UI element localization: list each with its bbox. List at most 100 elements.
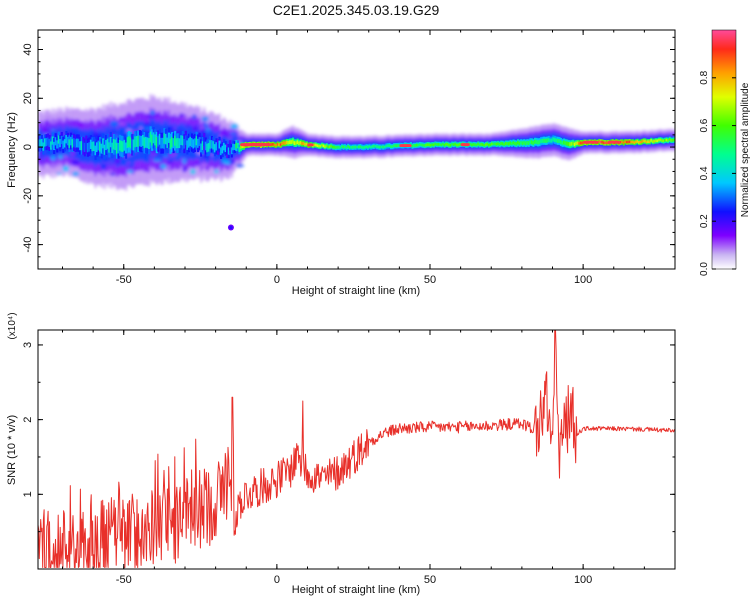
spectrogram-cell — [125, 142, 128, 154]
spectrogram-cell — [371, 145, 374, 148]
spectrogram-blob — [198, 126, 205, 130]
snr-line — [38, 330, 675, 568]
spectrogram-blob — [138, 125, 143, 131]
spectrogram-cell — [425, 143, 428, 147]
spectrogram-cell — [230, 147, 233, 155]
snr-x-tick-label: 100 — [574, 574, 592, 586]
spectrogram-cell — [480, 142, 483, 146]
spectrogram-cell — [296, 140, 299, 145]
spectrogram-blob — [235, 163, 245, 168]
spectrogram-cell — [380, 145, 383, 149]
spectrogram-cell — [325, 144, 328, 148]
spectrogram-cell — [386, 144, 390, 148]
spectrogram-cell — [368, 145, 371, 148]
spectrogram-cell — [229, 143, 232, 151]
spectrogram-blob — [175, 152, 183, 159]
spectrogram-cell — [388, 144, 391, 147]
spectrogram-cell — [642, 139, 645, 143]
spectrogram-blob — [182, 158, 187, 165]
spectrogram-cell — [186, 140, 189, 150]
spectrogram-cell — [530, 140, 533, 145]
spectrogram-blob — [193, 162, 201, 165]
spectrogram-cell — [154, 134, 157, 146]
spectrogram-cell — [543, 138, 546, 143]
spectrogram-cell — [117, 142, 120, 154]
spectrogram-cell — [123, 139, 126, 151]
spectrogram-cell — [556, 138, 560, 143]
spectrogram-cell — [242, 144, 246, 149]
spectrogram-cell — [379, 145, 382, 149]
spectrogram-cell — [599, 140, 602, 144]
spectrogram-cell — [667, 139, 670, 142]
spectrogram-cell — [391, 145, 394, 148]
spectrogram-cell — [411, 144, 414, 148]
spectrogram-cell — [515, 142, 518, 146]
spectrogram-cell — [224, 144, 227, 153]
spectrogram-cell — [654, 139, 658, 143]
spectrogram-cell — [60, 135, 63, 145]
spectrogram-blob — [230, 131, 238, 136]
snr-frame — [37, 329, 676, 570]
spectrogram-cell — [668, 138, 671, 141]
colorbar-tick-label: 0.4 — [699, 166, 710, 180]
spectrogram-cell — [443, 143, 446, 147]
spectrogram-cell — [171, 137, 174, 148]
spectrogram-cell — [330, 144, 333, 148]
spectrogram-peak — [583, 140, 599, 144]
spectrogram-cell — [665, 138, 668, 142]
spectrogram-cell — [318, 144, 321, 148]
spectrogram-cell — [233, 144, 236, 151]
colorbar-axis: 0.0 0.2 0.4 0.6 0.8 — [699, 70, 736, 276]
spectrogram-cell — [357, 145, 360, 149]
spectrogram-cell — [634, 140, 638, 144]
spectrogram-cell — [492, 142, 495, 146]
spectrogram-cell — [581, 141, 584, 145]
spectrogram-cell — [59, 138, 62, 148]
spectrogram-cell — [184, 135, 187, 145]
spectrogram-cell — [644, 139, 647, 143]
spectrogram-cell — [146, 137, 149, 149]
spectrogram-cell — [521, 141, 524, 146]
spectrogram-cell — [373, 144, 376, 148]
spectrogram-blob — [77, 121, 83, 127]
spectrogram-cell — [163, 133, 166, 144]
spectrogram-cell — [187, 138, 190, 148]
spectrogram-cell — [108, 142, 111, 153]
spectrogram-cell — [495, 142, 498, 146]
spectrogram-cell — [569, 142, 572, 147]
spectrogram-cell — [363, 145, 367, 149]
spectrogram-cell — [377, 145, 380, 149]
spectrogram-cell — [342, 145, 345, 149]
spectrogram-cell — [200, 143, 203, 153]
spectrogram-cell — [239, 144, 243, 150]
spectrogram-cell — [331, 145, 334, 149]
spectrogram-cell — [152, 132, 155, 144]
spectrogram-cell — [576, 141, 579, 145]
spectrogram-x-tick-label: 0 — [274, 274, 280, 286]
spectrogram-cell — [553, 137, 556, 142]
spectrogram-x-tick-label: 50 — [424, 274, 436, 286]
spectrogram-cell — [77, 138, 80, 148]
spectrogram-cell — [579, 141, 582, 145]
spectrogram-cell — [501, 142, 504, 146]
spectrogram-cell — [354, 145, 357, 149]
spectrogram-cell — [671, 138, 674, 142]
spectrogram-cell — [419, 143, 422, 146]
spectrogram-cell — [549, 138, 552, 143]
spectrogram-cell — [602, 141, 605, 145]
spectrogram-cell — [438, 143, 442, 146]
spectrogram-cell — [51, 136, 54, 145]
spectrogram-outlier-core — [229, 225, 233, 230]
spectrogram-blob — [101, 164, 108, 168]
spectrogram-cell — [241, 144, 244, 149]
spectrogram-blob — [182, 165, 187, 173]
spectrogram-blob — [190, 169, 196, 175]
spectrogram-cell — [157, 135, 160, 147]
spectrogram-cell — [673, 138, 675, 142]
spectrogram-cell — [212, 141, 215, 150]
spectrogram-blob — [218, 133, 223, 138]
spectrogram-cell — [118, 139, 122, 151]
spectrogram-cell — [193, 138, 197, 148]
spectrogram-cell — [657, 138, 661, 142]
spectrogram-cell — [627, 140, 630, 144]
